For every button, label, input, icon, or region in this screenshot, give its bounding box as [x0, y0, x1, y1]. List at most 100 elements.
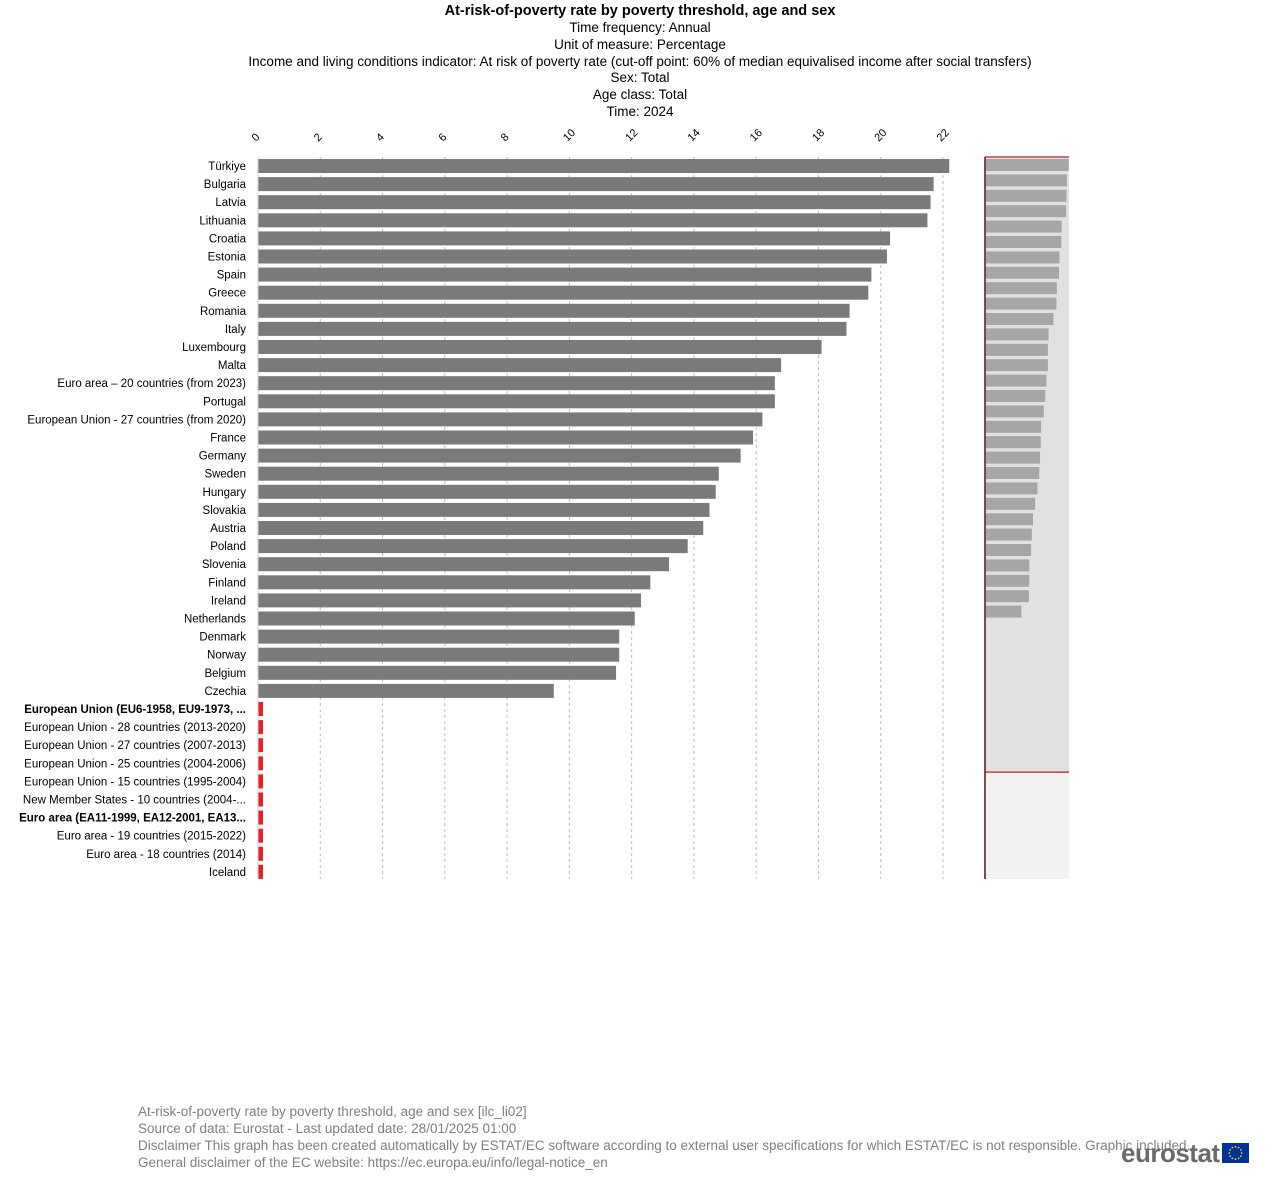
- bar: [258, 303, 850, 318]
- x-tick-label: 10: [561, 127, 578, 144]
- overview-bar: [986, 513, 1033, 526]
- footer-source: Source of data: Eurostat - Last updated …: [138, 1121, 517, 1136]
- flag-star: [1227, 1152, 1230, 1154]
- overview-bar: [986, 528, 1032, 541]
- overview-bar: [986, 251, 1060, 264]
- subtitle-frequency: Time frequency: Annual: [569, 20, 711, 35]
- overview-bar: [986, 374, 1047, 387]
- footer-legal-link[interactable]: General disclaimer of the EC website: ht…: [138, 1155, 608, 1170]
- missing-value-marker: [258, 774, 263, 789]
- overview-bar: [986, 159, 1069, 171]
- flag-star: [1234, 1158, 1236, 1161]
- category-label: Austria: [210, 523, 246, 535]
- bar: [258, 502, 710, 517]
- bar: [258, 539, 688, 554]
- x-tick-label: 12: [623, 127, 640, 144]
- category-label: Euro area – 20 countries (from 2023): [57, 378, 246, 390]
- overview-bar: [986, 297, 1057, 310]
- flag-star: [1231, 1146, 1233, 1149]
- category-label: Denmark: [199, 632, 246, 644]
- bar: [258, 575, 651, 590]
- category-label: European Union - 25 countries (2004-2006…: [24, 758, 246, 770]
- eurostat-logo: eurostat: [1121, 1138, 1249, 1168]
- category-label: Greece: [208, 288, 246, 300]
- overview-bar: [986, 590, 1029, 603]
- overview-bar: [986, 236, 1062, 248]
- bar: [258, 611, 635, 626]
- category-label: Sweden: [204, 469, 246, 481]
- overview-window: [985, 157, 1069, 773]
- footer-dataset: At-risk-of-poverty rate by poverty thres…: [138, 1104, 527, 1119]
- category-label: European Union - 27 countries (2007-2013…: [24, 740, 246, 752]
- bar: [258, 430, 754, 445]
- category-label: Romania: [200, 306, 247, 318]
- category-label: Germany: [199, 451, 247, 463]
- category-label: Finland: [208, 577, 246, 589]
- category-label: Bulgaria: [204, 179, 247, 191]
- bar: [258, 285, 869, 300]
- category-label: Slovakia: [203, 505, 247, 517]
- x-tick-label: 2: [312, 131, 325, 144]
- category-label: Ireland: [211, 595, 246, 607]
- missing-value-marker: [258, 720, 263, 735]
- x-tick-label: 18: [810, 127, 827, 144]
- category-label: Belgium: [204, 668, 246, 680]
- category-label: New Member States - 10 countries (2004-.…: [23, 795, 246, 807]
- overview-bar: [986, 282, 1057, 295]
- category-label: Malta: [218, 360, 247, 372]
- category-label: Latvia: [215, 197, 246, 209]
- missing-value-marker: [258, 846, 263, 861]
- missing-value-marker: [258, 756, 263, 771]
- missing-value-marker: [258, 702, 263, 716]
- missing-value-marker: [258, 828, 263, 843]
- overview-bar: [986, 189, 1067, 202]
- category-label: France: [210, 433, 246, 445]
- category-label: European Union - 27 countries (from 2020…: [27, 414, 246, 426]
- category-label: Luxembourg: [182, 342, 246, 354]
- chart-header: At-risk-of-poverty rate by poverty thres…: [0, 3, 1280, 121]
- category-label: Poland: [210, 541, 246, 553]
- x-tick-label: 22: [935, 127, 952, 144]
- category-label: Euro area - 18 countries (2014): [86, 849, 246, 861]
- x-tick-label: 8: [499, 131, 512, 144]
- overview-bar: [986, 544, 1032, 556]
- subtitle-indicator: Income and living conditions indicator: …: [248, 53, 1032, 69]
- category-label: Spain: [217, 270, 246, 282]
- bar: [258, 647, 620, 662]
- overview-bar: [986, 390, 1046, 402]
- bar: [258, 177, 934, 192]
- overview-bar: [986, 266, 1060, 279]
- overview-bar: [986, 436, 1041, 449]
- subtitle-unit: Unit of measure: Percentage: [554, 36, 726, 52]
- bar: [258, 394, 775, 409]
- category-label: European Union (EU6-1958, EU9-1973, ...: [24, 704, 246, 716]
- overview-bar: [986, 497, 1036, 510]
- category-label: Hungary: [203, 487, 247, 499]
- overview-bar: [986, 220, 1062, 233]
- bar: [258, 231, 891, 246]
- category-label: Croatia: [209, 233, 247, 245]
- category-label: Czechia: [204, 686, 246, 698]
- missing-value-marker: [258, 738, 263, 753]
- overview-bar: [986, 420, 1042, 433]
- subtitle-age: Age class: Total: [592, 87, 688, 103]
- flag-star: [1228, 1149, 1231, 1151]
- x-tick-label: 4: [374, 131, 387, 144]
- overview-bar: [986, 359, 1048, 372]
- category-label: Netherlands: [184, 614, 246, 626]
- flag-star: [1240, 1152, 1243, 1154]
- category-label: Slovenia: [202, 559, 247, 571]
- category-label: European Union - 15 countries (1995-2004…: [24, 776, 246, 788]
- overview-bar: [986, 405, 1044, 418]
- x-tick-label: 0: [250, 131, 263, 144]
- bar: [258, 521, 704, 535]
- subtitle-sex: Sex: Total: [610, 70, 670, 86]
- eurostat-wordmark: eurostat: [1121, 1137, 1220, 1168]
- bar: [258, 412, 763, 427]
- bar: [258, 629, 620, 644]
- overview-bar: [986, 482, 1038, 495]
- overview-bar: [986, 313, 1054, 325]
- missing-value-marker: [258, 810, 263, 825]
- bar: [258, 340, 822, 354]
